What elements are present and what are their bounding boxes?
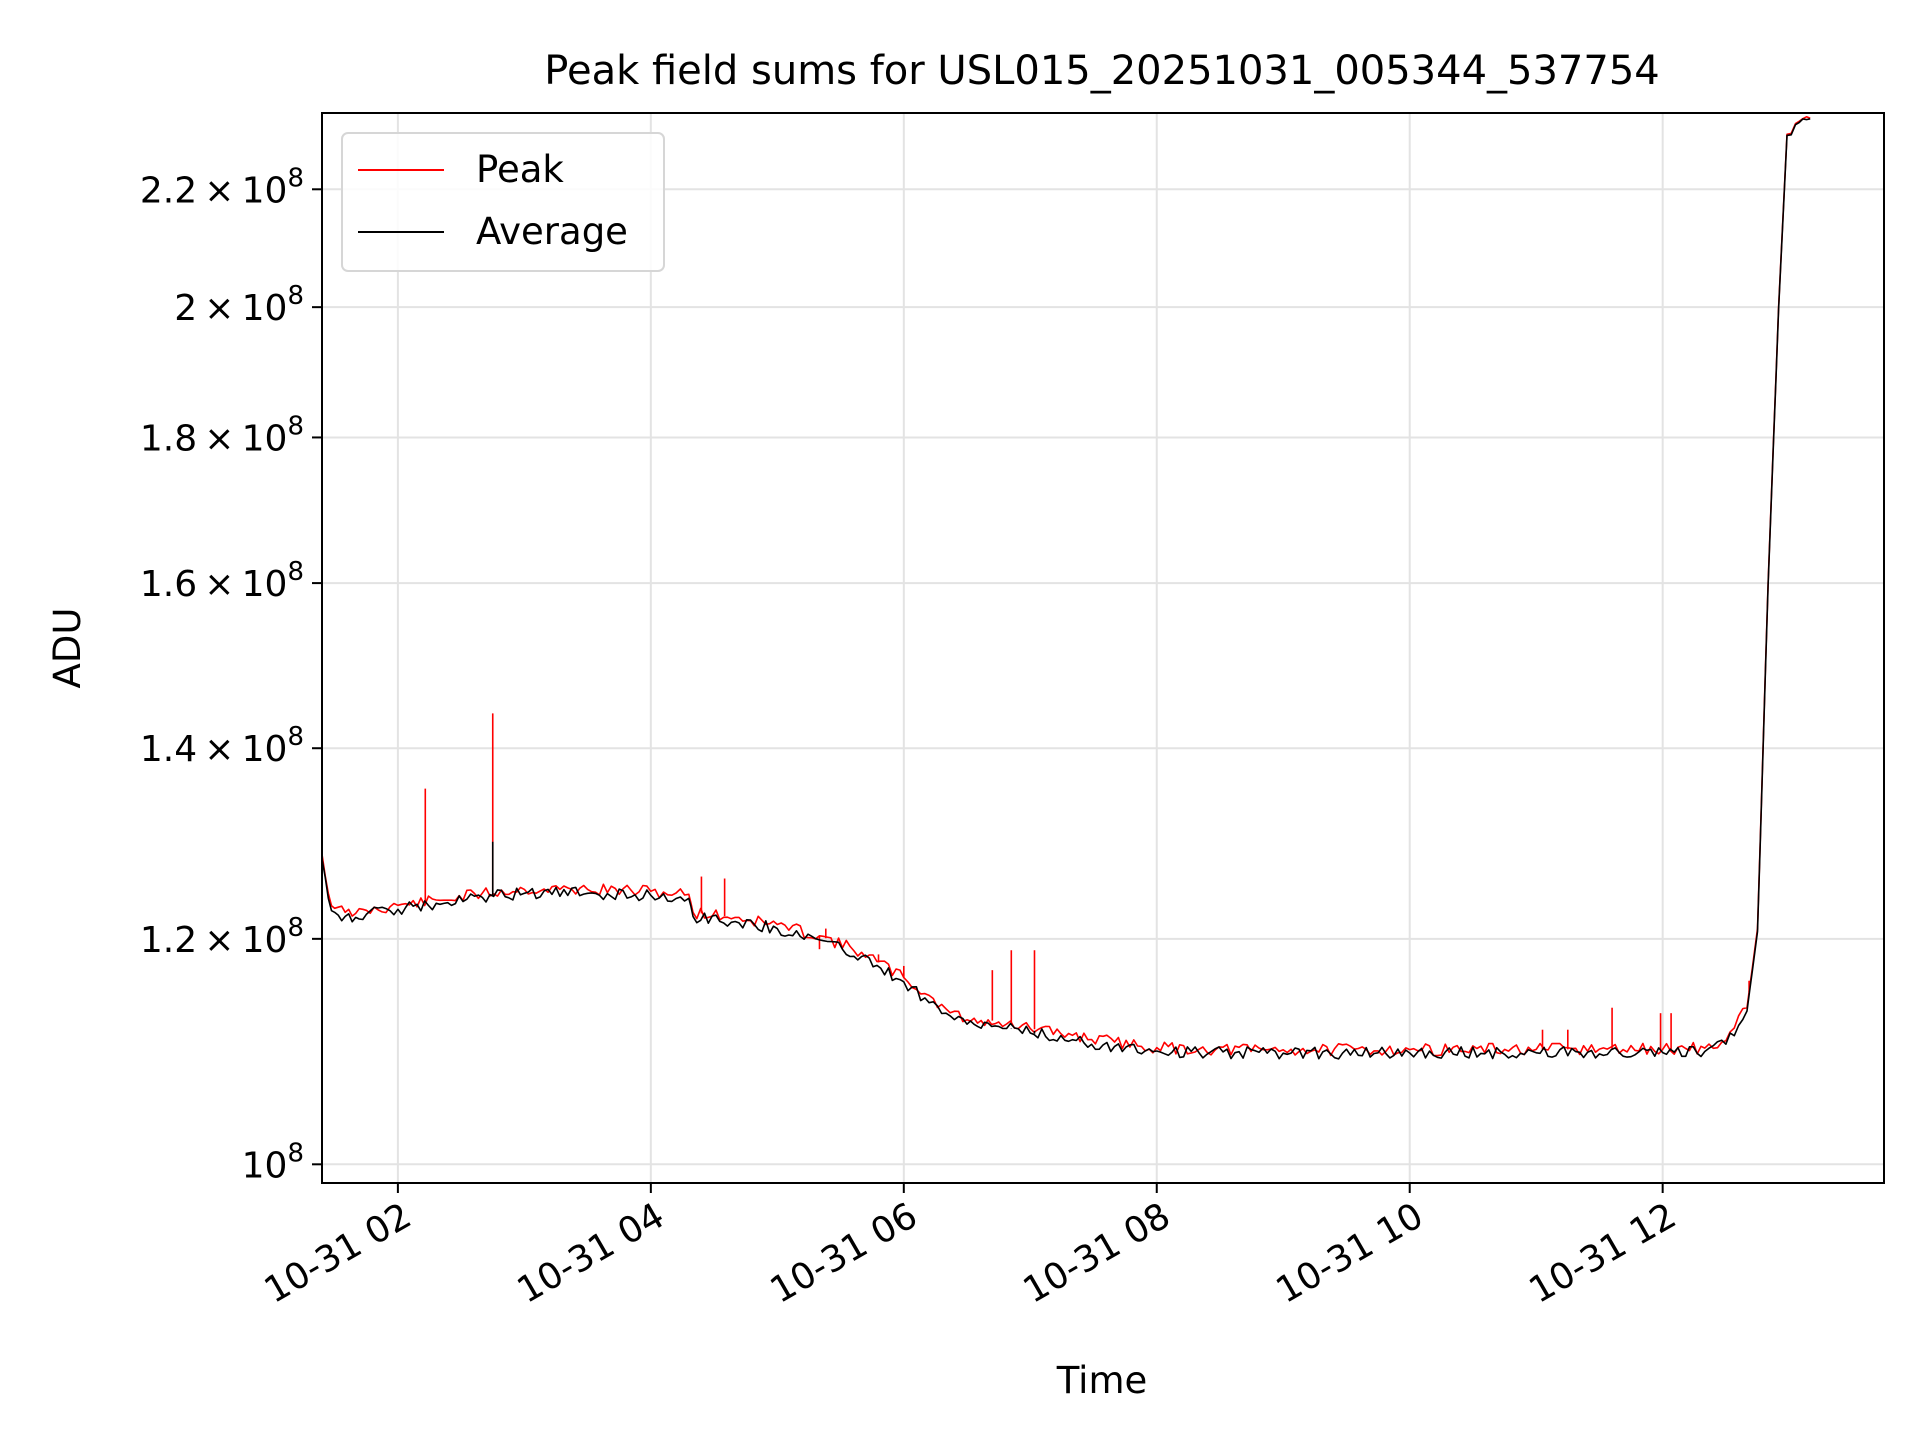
plot-series: [321, 116, 1811, 1060]
y-axis-label: ADU: [46, 608, 89, 689]
y-tick-label: 1.2 × 108: [140, 913, 304, 961]
y-tick-label: 1.8 × 108: [140, 411, 304, 459]
grid-lines: [322, 113, 1884, 1183]
y-tick-label: 1.4 × 108: [140, 722, 304, 770]
chart-title: Peak field sums for USL015_20251031_0053…: [544, 48, 1659, 94]
legend-box: [341, 132, 665, 272]
legend-average-label: Average: [476, 210, 628, 253]
x-tick-label: 10-31 10: [1270, 1195, 1431, 1311]
y-tick-label: 108: [242, 1138, 304, 1186]
x-tick-label: 10-31 06: [764, 1195, 925, 1311]
legend-peak-label: Peak: [476, 148, 564, 191]
legend: Peak Average: [341, 132, 665, 272]
x-axis-label: Time: [1056, 1359, 1148, 1402]
series-line-peak: [321, 116, 1811, 1057]
y-tick-label: 1.6 × 108: [140, 557, 304, 605]
x-tick-label: 10-31 02: [258, 1195, 419, 1311]
plot-area-frame: [321, 112, 1885, 1184]
x-tick-label: 10-31 12: [1522, 1195, 1683, 1311]
x-tick-label: 10-31 08: [1017, 1195, 1178, 1311]
y-tick-label: 2.2 × 108: [140, 163, 304, 211]
x-tick-label: 10-31 04: [511, 1195, 672, 1311]
series-line-average: [321, 118, 1811, 1060]
x-axis: 10-31 02 10-31 04 10-31 06 10-31 08 10-31 10…: [258, 1183, 1683, 1312]
y-axis: 108 1.2 × 108 1.4 × 108 1.6 × 108 1.8 × 108 2…: [140, 163, 322, 1186]
y-tick-label: 2 × 108: [174, 281, 304, 329]
